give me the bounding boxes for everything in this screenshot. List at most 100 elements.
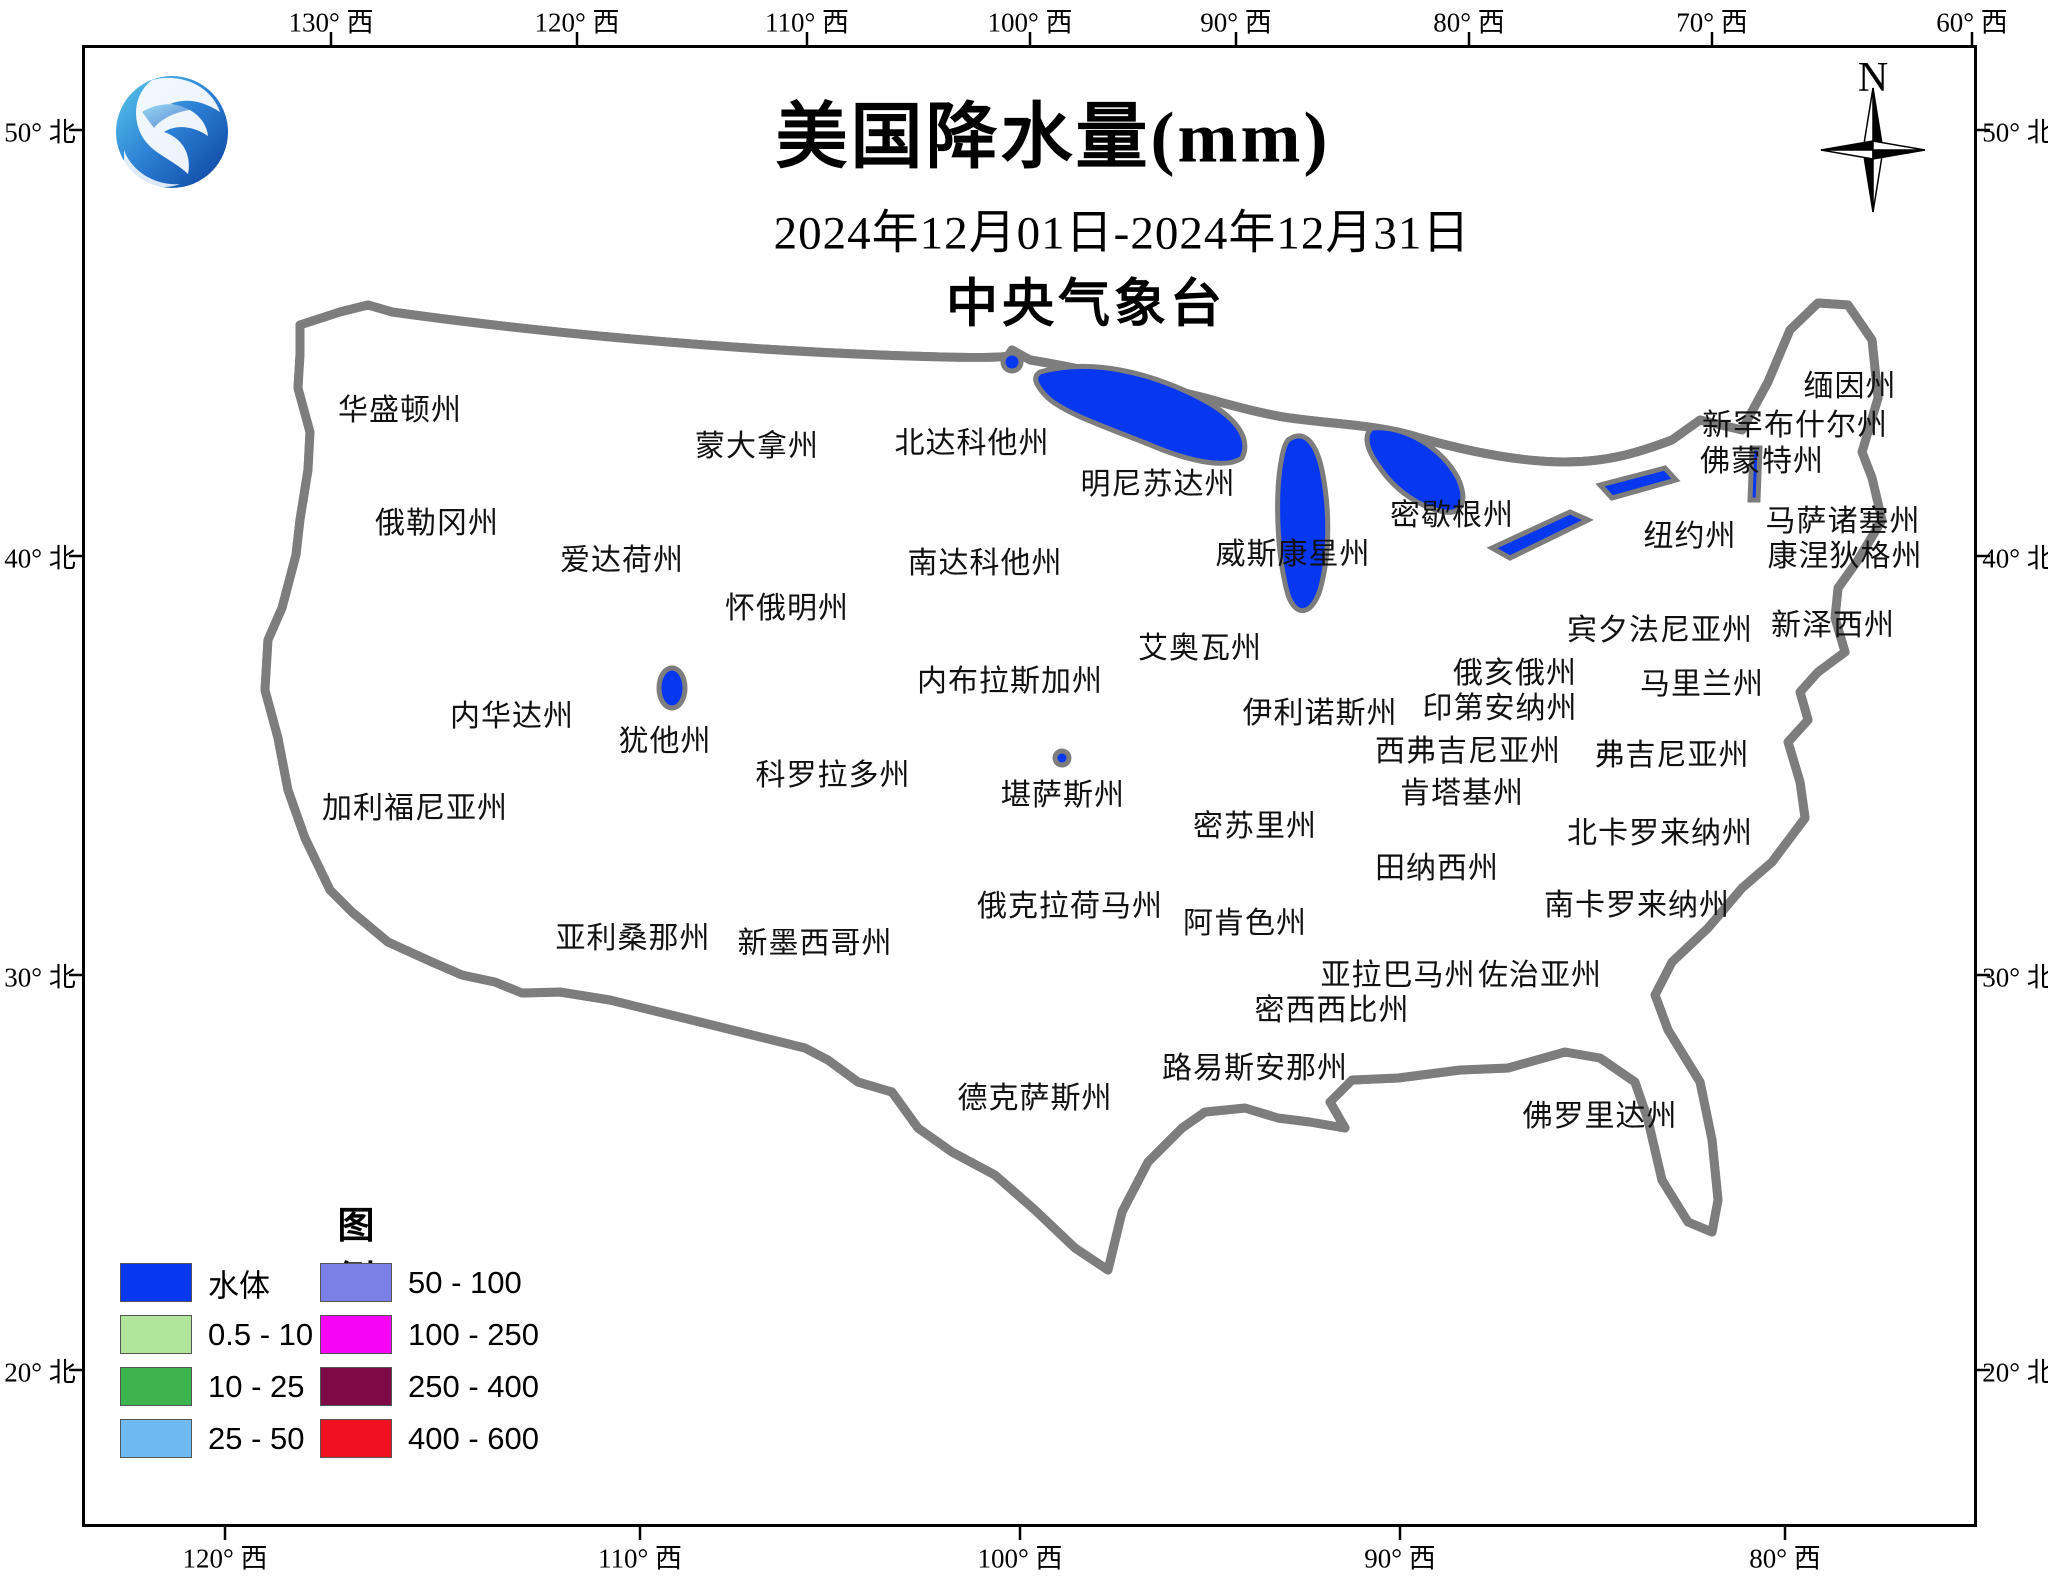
state-label: 宾夕法尼亚州 [1567, 614, 1753, 647]
state-label: 印第安纳州 [1422, 692, 1578, 725]
axis-tick-label: 110° 西 [597, 1543, 683, 1574]
compass-rose-icon [1820, 87, 1926, 213]
state-label: 佐治亚州 [1478, 959, 1602, 992]
legend-swatch [120, 1367, 192, 1406]
state-label: 马萨诸塞州 [1765, 505, 1921, 538]
state-label: 康涅狄格州 [1767, 540, 1923, 573]
state-label: 怀俄明州 [725, 592, 849, 625]
state-label: 弗吉尼亚州 [1594, 739, 1750, 772]
state-label: 艾奥瓦州 [1138, 632, 1262, 665]
axis-tick-label: 50° 北 [4, 117, 76, 148]
axis-tick-label: 80° 西 [1749, 1543, 1821, 1574]
state-label: 马里兰州 [1640, 668, 1764, 701]
lake-michigan [1275, 433, 1331, 614]
state-label: 缅因州 [1803, 370, 1897, 403]
state-label: 肯塔基州 [1400, 777, 1524, 810]
state-label: 科罗拉多州 [755, 759, 911, 792]
legend-swatch [320, 1263, 392, 1302]
map-title: 美国降水量(mm) [775, 97, 1331, 178]
axis-tick-label: 40° 北 [1982, 543, 2048, 574]
legend-label: 25 - 50 [208, 1420, 305, 1456]
state-label: 堪萨斯州 [1001, 779, 1125, 812]
state-label: 密西西比州 [1254, 994, 1410, 1027]
axis-tick-label: 30° 北 [4, 962, 76, 993]
legend-label: 250 - 400 [408, 1368, 539, 1404]
axis-tick-label: 90° 西 [1364, 1543, 1436, 1574]
legend-swatch [320, 1367, 392, 1406]
state-label: 德克萨斯州 [957, 1082, 1113, 1115]
state-label: 佛罗里达州 [1522, 1100, 1678, 1133]
axis-tick-label: 110° 西 [764, 7, 850, 38]
state-label: 新墨西哥州 [737, 927, 893, 960]
state-label: 威斯康星州 [1215, 538, 1371, 571]
state-label: 内布拉斯加州 [917, 665, 1103, 698]
lake-ontario [1595, 465, 1681, 501]
axis-tick-label: 120° 西 [534, 7, 620, 38]
legend-label: 10 - 25 [208, 1368, 305, 1404]
great-salt-lake [656, 665, 688, 711]
axis-tick-label: 120° 西 [182, 1543, 268, 1574]
state-label: 田纳西州 [1375, 852, 1499, 885]
axis-tick-label: 100° 西 [977, 1543, 1063, 1574]
lake-huron [1364, 425, 1466, 515]
state-label: 佛蒙特州 [1700, 445, 1824, 478]
legend-swatch [320, 1419, 392, 1458]
state-label: 伊利诺斯州 [1242, 697, 1398, 730]
legend-swatch [120, 1419, 192, 1458]
state-label: 新罕布什尔州 [1702, 409, 1888, 442]
axis-tick-label: 130° 西 [288, 7, 374, 38]
axis-tick-label: 20° 北 [1982, 1357, 2048, 1388]
legend-label: 400 - 600 [408, 1420, 539, 1456]
state-label: 俄勒冈州 [375, 507, 499, 540]
axis-tick-label: 80° 西 [1433, 7, 1505, 38]
axis-tick-label: 20° 北 [4, 1357, 76, 1388]
state-label: 纽约州 [1643, 520, 1737, 553]
legend-swatch [120, 1315, 192, 1354]
axis-tick-label: 50° 北 [1982, 117, 2048, 148]
axis-tick-label: 100° 西 [987, 7, 1073, 38]
axis-tick-label: 90° 西 [1200, 7, 1272, 38]
state-label: 亚拉巴马州 [1320, 959, 1476, 992]
lake-of-the-woods [1000, 350, 1024, 374]
state-label: 密苏里州 [1193, 810, 1317, 843]
state-label: 蒙大拿州 [695, 430, 819, 463]
state-label: 华盛顿州 [338, 394, 462, 427]
compass-north-label: N [1857, 55, 1889, 101]
lake-superior [1033, 363, 1248, 466]
state-label: 阿肯色州 [1183, 907, 1307, 940]
state-label: 南卡罗来纳州 [1544, 889, 1730, 922]
axis-ticks [69, 32, 1990, 1540]
state-label: 明尼苏达州 [1080, 468, 1236, 501]
legend-swatch [320, 1315, 392, 1354]
state-label: 内华达州 [450, 700, 574, 733]
state-label: 北达科他州 [894, 427, 1050, 460]
legend-label: 50 - 100 [408, 1264, 522, 1300]
state-label: 爱达荷州 [560, 544, 684, 577]
state-label: 路易斯安那州 [1162, 1052, 1348, 1085]
state-label: 加利福尼亚州 [322, 792, 508, 825]
axis-tick-label: 60° 西 [1936, 7, 2008, 38]
axis-tick-label: 30° 北 [1982, 962, 2048, 993]
state-label: 俄克拉荷马州 [977, 890, 1163, 923]
cma-logo-icon [116, 76, 228, 188]
state-label: 新泽西州 [1771, 609, 1895, 642]
state-label: 北卡罗来纳州 [1567, 817, 1753, 850]
legend-swatch [120, 1263, 192, 1302]
state-label: 俄亥俄州 [1453, 657, 1577, 690]
legend-label: 水体 [208, 1268, 270, 1303]
axis-tick-label: 70° 西 [1676, 7, 1748, 38]
state-label: 西弗吉尼亚州 [1375, 735, 1561, 768]
legend-label: 0.5 - 10 [208, 1316, 314, 1352]
lake-champlain [1747, 445, 1763, 503]
state-label: 南达科他州 [907, 547, 1063, 580]
map-date-range: 2024年12月01日-2024年12月31日 [773, 207, 1471, 260]
great-lakes [656, 350, 1763, 768]
state-label: 犹他州 [618, 725, 712, 758]
lake-erie [1486, 509, 1594, 561]
lake-oahe [1052, 748, 1072, 768]
state-label: 密歇根州 [1390, 499, 1514, 532]
axis-tick-label: 40° 北 [4, 543, 76, 574]
state-label: 亚利桑那州 [555, 922, 711, 955]
legend-label: 100 - 250 [408, 1316, 539, 1352]
